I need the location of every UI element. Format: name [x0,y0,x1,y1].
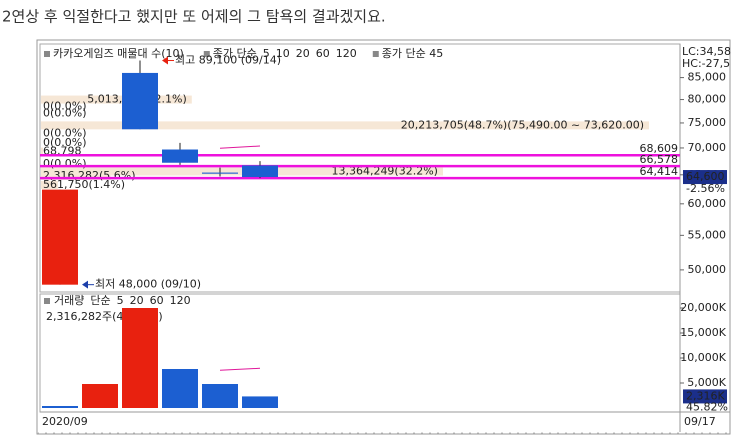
ma-line [219,145,261,149]
change-label: 45.82% [686,400,728,413]
candle-body [162,149,198,163]
y-tick-label: 85,000 [688,71,727,84]
profile-label: 561,750(1.4%) [43,178,125,191]
annotation-arrow [82,280,88,289]
legend-text: 10 [276,47,290,60]
y-tick-label: 5,000K [687,376,726,389]
y-tick-label: 50,000 [688,263,727,276]
legend-icon [44,51,50,57]
profile-label: 13,364,249(32.2%) [331,164,438,177]
profile-bar [41,167,443,176]
legend-text: 카카오게임즈 매물대 수(10) [53,47,184,60]
legend-text: 단순 [90,294,110,307]
candle-body [122,72,158,130]
volume-bar [122,308,158,408]
legend-text: 5 [117,294,124,307]
last-price-box [683,170,727,185]
last-price-label: 64,600 [686,170,725,183]
volume-bar [242,396,278,408]
y-tick-label: 70,000 [688,141,727,154]
profile-bar [41,171,111,180]
y-tick-label: 80,000 [688,93,727,106]
candle-body [242,165,278,178]
annotation-text: 최고 89,100 (09/14) [175,54,281,67]
profile-bar [41,121,649,130]
annotation-arrow [162,56,168,65]
profile-label: 20,213,705(48.7%)(75,490.00 ~ 73,620.00) [401,118,644,131]
profile-label: 0(0.0%) [43,106,87,119]
profile-label: 0(0.0%) [43,99,87,112]
chart-layer: 카카오게임즈 매물대 수(10) 종가 단순 5 10 20 60 120 종가 단순 45 L… [40,45,731,428]
legend-icon [203,51,210,57]
legend-text: 60 [316,47,330,60]
corner-label: HC:-27,5 [682,57,730,70]
level-label: 68,609 [640,142,679,155]
legend-icon [372,51,379,57]
legend-text: 120 [336,47,357,60]
change-label: -2.56% [686,182,725,195]
legend-icon [44,298,50,304]
legend-text: 거래량 [54,294,84,307]
profile-bar [41,95,192,104]
profile-bar [41,147,44,156]
last-volume-box [683,389,727,404]
y-tick-label: 60,000 [688,197,727,210]
post-text: 2연상 후 익절한다고 했지만 또 어제의 그 탐욕의 결과겠지요. [2,8,386,26]
profile-label: 0(0.0%) [43,157,87,170]
volume-bar [42,406,78,408]
y-tick-label: 75,000 [688,116,727,129]
legend-text: 20 [130,294,144,307]
legend-text: 종가 단순 [213,47,257,60]
legend-text: 60 [150,294,164,307]
profile-bar [41,180,58,189]
volume-bar [82,384,118,408]
corner-label: LC:34,58 [682,45,731,58]
legend-text: 120 [170,294,191,307]
x-end-label: 09/17 [684,415,716,428]
y-tick-label: 10,000K [680,351,726,364]
x-start-label: 2020/09 [42,415,88,428]
annotation-text: 최저 48,000 (09/10) [95,278,201,291]
candle-body [202,172,238,174]
profile-label: 0(0.0%) [43,127,87,140]
level-label: 64,414 [640,165,679,178]
ma-line [219,367,261,371]
volume-bar [202,384,238,408]
legend-text: 5 [263,47,270,60]
level-label: 66,578 [640,153,679,166]
profile-label: 0(0.0%) [43,136,87,149]
y-tick-label: 20,000K [680,301,726,314]
last-volume-label: 2,316K [686,389,725,402]
legend-text: 20 [296,47,310,60]
y-tick-label: 55,000 [688,228,727,241]
volume-bar [162,369,198,408]
y-tick-label: 15,000K [680,326,726,339]
candle-body [42,189,78,285]
legend-text: 종가 단순 45 [382,47,443,60]
